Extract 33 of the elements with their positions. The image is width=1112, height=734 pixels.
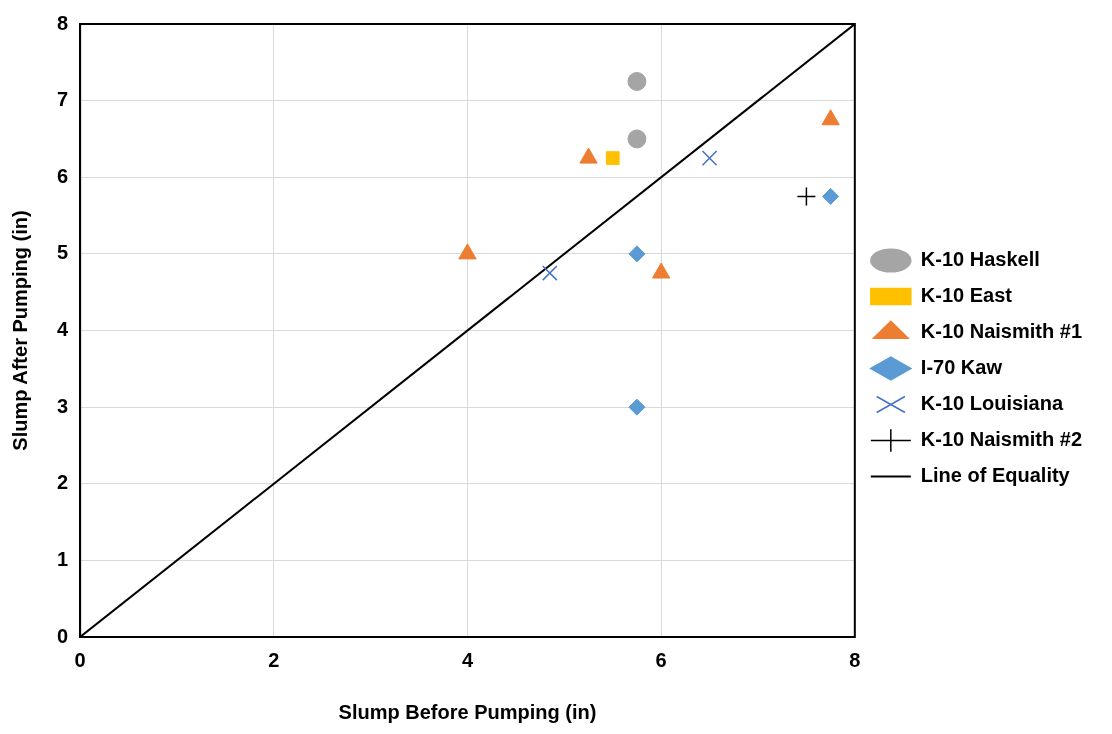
- legend-label: Line of Equality: [920, 464, 1071, 487]
- x-tick-label: 6: [655, 648, 667, 671]
- y-tick-label: 0: [57, 624, 69, 647]
- point: [822, 187, 840, 205]
- y-tick-label: 4: [57, 318, 69, 341]
- y-tick-label: 5: [57, 241, 69, 264]
- point: [627, 71, 647, 91]
- point: [605, 151, 620, 165]
- legend-label: K-10 Haskell: [920, 248, 1040, 271]
- y-tick-label: 2: [57, 471, 69, 494]
- point: [821, 109, 840, 126]
- y-tick-label: 3: [57, 394, 69, 417]
- x-tick-label: 8: [849, 648, 861, 671]
- x-tick-label: 2: [268, 648, 280, 671]
- x-tick-label: 0: [74, 648, 86, 671]
- legend-label: K-10 Naismith #1: [920, 320, 1082, 343]
- y-tick-label: 8: [57, 11, 69, 34]
- legend-label: I-70 Kaw: [920, 356, 1003, 379]
- point: [541, 265, 558, 281]
- y-tick-label: 1: [57, 547, 69, 570]
- x-tick-label: 4: [461, 648, 474, 671]
- point: [796, 186, 817, 207]
- point: [627, 129, 647, 149]
- legend-label: K-10 Louisiana: [920, 392, 1064, 415]
- y-tick-label: 6: [57, 164, 69, 187]
- legend-label: K-10 East: [920, 284, 1013, 307]
- point: [628, 398, 646, 416]
- point: [701, 150, 718, 166]
- y-tick-label: 7: [57, 88, 69, 111]
- y-axis-title: Slump After Pumping (in): [8, 210, 31, 451]
- point: [628, 245, 646, 263]
- x-axis-title: Slump Before Pumping (in): [338, 700, 597, 723]
- legend-label: K-10 Naismith #2: [920, 428, 1082, 451]
